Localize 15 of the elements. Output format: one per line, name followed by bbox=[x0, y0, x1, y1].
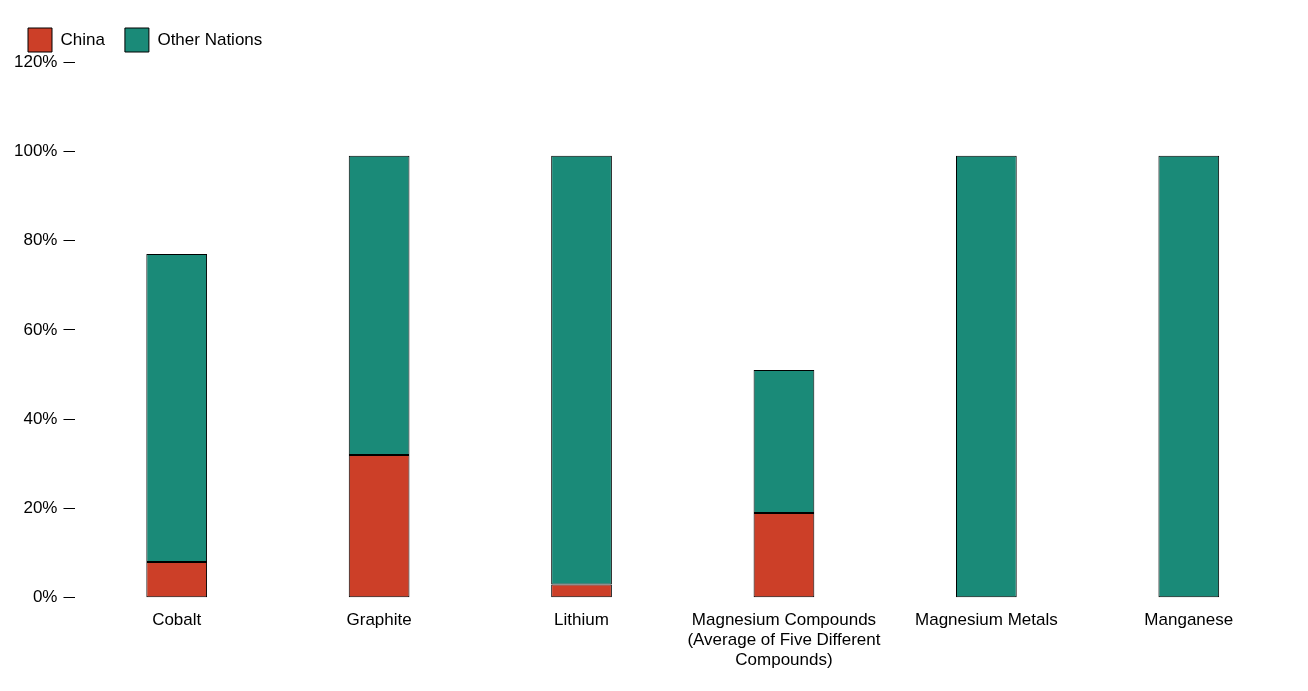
x-tick-label: Cobalt bbox=[152, 609, 202, 629]
x-tick-label: Magnesium Compounds (Average of Five Different Compounds) bbox=[687, 609, 881, 670]
y-tick-label: 100% bbox=[14, 140, 58, 160]
y-tick-label: 120% bbox=[14, 51, 58, 71]
y-tick-label: 80% bbox=[23, 230, 58, 250]
y-tick-label: 0% bbox=[32, 587, 58, 607]
y-tick-label: 40% bbox=[23, 408, 58, 428]
x-tick-label: Graphite bbox=[346, 609, 412, 629]
legend-label: China bbox=[60, 29, 106, 49]
x-tick-label: Lithium bbox=[554, 609, 609, 629]
y-tick-label: 20% bbox=[23, 498, 58, 518]
legend-label: Other Nations bbox=[157, 29, 263, 49]
x-tick-label: Manganese bbox=[1144, 609, 1234, 629]
y-tick-label: 60% bbox=[23, 319, 58, 339]
x-tick-label: Magnesium Metals bbox=[915, 609, 1058, 629]
